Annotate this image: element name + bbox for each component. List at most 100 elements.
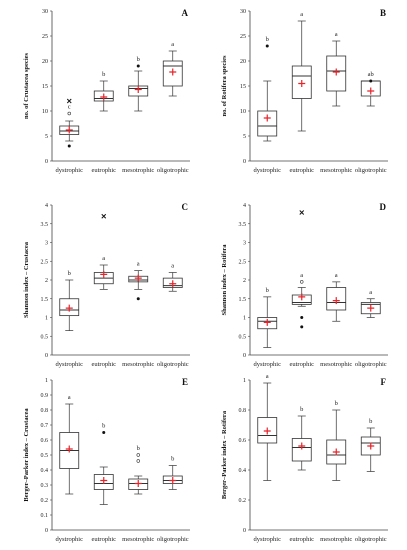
y-tick-label: 0.2 [41, 498, 49, 504]
panel-a: 0 5 10 15 20 25 30 no. of Crustacea species Adys… [23, 8, 190, 174]
box-mesotrophic: b [326, 400, 347, 481]
significance-letter: ab [368, 71, 374, 78]
box-mesotrophic: b [128, 445, 149, 495]
panel-f: 0 0.2 0.4 0.6 0.8 1 Berger–Parker index – Roti… [221, 373, 388, 543]
box-mesotrophic: b [128, 56, 149, 112]
mean-marker [169, 68, 177, 76]
panel-letter: D [380, 202, 387, 212]
panel-letter: E [182, 377, 188, 387]
panel-d: 0 0.5 1 1.5 2 2.5 3 3.5 4 Shannon index – Rotifer… [221, 202, 388, 368]
y-tick-label: 0.6 [239, 438, 247, 444]
box-mesotrophic: a [326, 272, 347, 322]
panel-e: 0 0.1 0.2 0.3 0.4 0.5 0.6 0.7 0.8 0.9 1 Berger–Park… [23, 377, 190, 543]
x-category-label: eutrophic [289, 167, 314, 174]
panel-letter: F [381, 377, 387, 387]
mean-marker [100, 93, 108, 101]
mean-marker [263, 114, 271, 122]
y-tick-label: 0.5 [41, 453, 49, 459]
y-tick-label: 0.5 [239, 334, 247, 340]
significance-letter: a [300, 11, 303, 18]
box-eutrophic: a [93, 213, 114, 290]
y-tick-label: 1 [45, 316, 48, 322]
y-tick-label: 0.5 [41, 334, 49, 340]
mean-marker [298, 442, 306, 450]
significance-letter: b [266, 287, 269, 294]
y-tick-label: 1 [45, 378, 48, 384]
x-category-label: oligotrophic [157, 361, 189, 368]
x-category-label: dystrophic [56, 361, 84, 368]
y-tick-label: 0 [243, 528, 246, 534]
significance-letter: b [369, 418, 372, 425]
y-axis-title: no. of Rotifera species [221, 55, 228, 116]
mean-marker [367, 304, 375, 312]
mean-marker [332, 297, 340, 305]
significance-letter: b [68, 270, 71, 277]
x-category-label: eutrophic [91, 536, 116, 543]
box-oligotrophic: b [360, 418, 381, 472]
iqr-box [257, 110, 278, 137]
significance-letter: a [335, 31, 338, 38]
y-tick-label: 1 [243, 316, 246, 322]
x-category-label: dystrophic [56, 536, 84, 543]
mean-marker [367, 442, 375, 450]
box-dystrophic: b [59, 270, 80, 331]
iqr-box [291, 438, 312, 462]
mean-marker [263, 318, 271, 326]
box-oligotrophic: a [360, 289, 381, 318]
y-tick-label: 0 [45, 528, 48, 534]
x-category-label: eutrophic [91, 167, 116, 174]
outlier-point [369, 79, 373, 83]
y-tick-label: 25 [42, 34, 48, 40]
y-tick-label: 2.5 [41, 259, 49, 265]
x-category-label: dystrophic [254, 536, 282, 543]
y-tick-label: 4 [45, 203, 48, 209]
y-tick-label: 0 [45, 353, 48, 359]
y-tick-label: 0.9 [41, 393, 49, 399]
y-tick-label: 15 [42, 84, 48, 90]
mean-marker [100, 270, 108, 278]
extreme-point [66, 98, 72, 104]
y-tick-label: 30 [42, 9, 48, 15]
outlier-point [136, 453, 140, 457]
panel-letter: B [380, 8, 386, 18]
y-tick-label: 1 [243, 378, 246, 384]
x-category-label: oligotrophic [355, 167, 387, 174]
significance-letter: a [266, 373, 269, 380]
significance-letter: a [137, 261, 140, 268]
significance-letter: a [171, 263, 174, 270]
box-oligotrophic: b [162, 456, 183, 490]
y-tick-label: 2.5 [239, 259, 247, 265]
y-tick-label: 1.5 [41, 297, 49, 303]
outlier-point [136, 459, 140, 463]
y-tick-label: 25 [240, 34, 246, 40]
y-tick-label: 1.5 [239, 297, 247, 303]
y-tick-label: 5 [45, 134, 48, 140]
box-dystrophic: a [59, 394, 80, 495]
significance-letter: a [68, 394, 71, 401]
panel-c: 0 0.5 1 1.5 2 2.5 3 3.5 4 Shannon index – Crustac… [23, 202, 190, 368]
panel-b: 0 5 10 15 20 25 30 no. of Rotifera species Bdyst… [221, 8, 388, 174]
y-tick-label: 2 [45, 278, 48, 284]
y-axis-title: Berger–Parker index – Rotifera [221, 410, 228, 499]
y-axis-title: no. of Crustacea species [23, 52, 30, 119]
x-category-label: dystrophic [254, 361, 282, 368]
outlier-point [300, 280, 304, 284]
box-eutrophic: b [93, 423, 114, 505]
y-tick-label: 15 [240, 84, 246, 90]
x-category-label: eutrophic [91, 361, 116, 368]
y-tick-label: 0.4 [41, 468, 49, 474]
mean-marker [134, 274, 142, 282]
box-mesotrophic: a [326, 31, 347, 107]
outlier-point [300, 325, 304, 329]
box-dystrophic: b [257, 36, 278, 142]
y-tick-label: 2 [243, 278, 246, 284]
outlier-point [265, 44, 269, 48]
outlier-point [67, 144, 71, 148]
x-category-label: mesotrophic [320, 167, 352, 174]
box-oligotrophic: a [162, 263, 183, 292]
x-category-label: oligotrophic [157, 167, 189, 174]
y-tick-label: 0.3 [41, 483, 49, 489]
mean-marker [134, 86, 142, 93]
x-category-label: mesotrophic [122, 167, 154, 174]
extreme-point [101, 213, 107, 219]
